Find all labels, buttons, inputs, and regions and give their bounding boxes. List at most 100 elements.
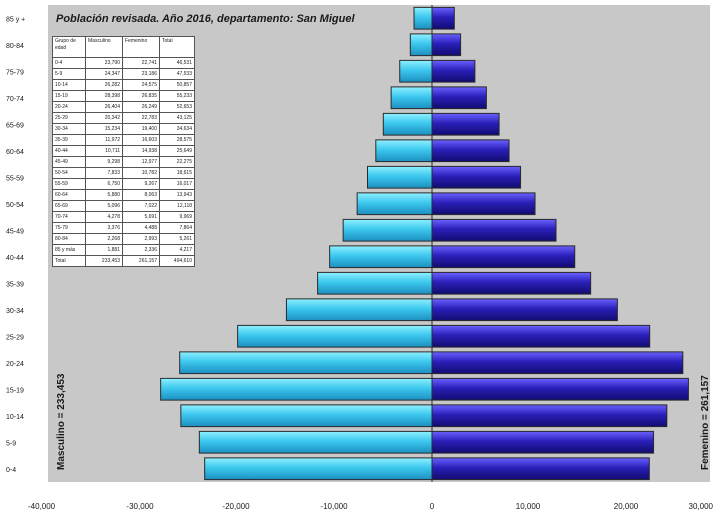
- table-cell: 25-29: [52, 112, 86, 124]
- age-group-label: 35-39: [6, 281, 24, 288]
- bar-male-65-69: [382, 112, 433, 136]
- table-cell: 7,833: [85, 167, 123, 179]
- bar-female-35-39: [431, 271, 592, 295]
- table-row: 20-24 26,404 26,249 52,653: [52, 101, 195, 113]
- chart-title: Población revisada. Año 2016, departamen…: [56, 13, 355, 25]
- table-cell: 40-44: [52, 145, 86, 157]
- table-row: 50-54 7,833 10,782 18,615: [52, 167, 195, 179]
- bar-female-30-34: [431, 298, 618, 322]
- table-cell: 80-84: [52, 233, 86, 245]
- table-cell: 23,186: [122, 68, 160, 80]
- table-cell: 55,233: [159, 90, 195, 102]
- bar-male-30-34: [285, 298, 433, 322]
- bar-female-70-74: [431, 86, 487, 110]
- table-cell: 9,969: [159, 211, 195, 223]
- bar-male-55-59: [367, 165, 433, 189]
- bar-male-20-24: [179, 351, 433, 375]
- table-cell: 16,017: [159, 178, 195, 190]
- series-label-female: Femenino = 261,157: [700, 375, 711, 470]
- age-group-label: 20-24: [6, 361, 24, 368]
- age-group-label: 0-4: [6, 467, 16, 474]
- table-row: 25-29 20,342 22,783 43,125: [52, 112, 195, 124]
- table-cell: 23,790: [85, 57, 123, 69]
- table-cell: 45-49: [52, 156, 86, 168]
- table-cell: 494,610: [159, 255, 195, 267]
- table-cell: 0-4: [52, 57, 86, 69]
- bar-female-55-59: [431, 165, 522, 189]
- table-cell: 15-19: [52, 90, 86, 102]
- bar-female-25-29: [431, 324, 651, 348]
- bar-male-25-29: [237, 324, 433, 348]
- table-cell: 24,347: [85, 68, 123, 80]
- table-cell: 4,217: [159, 244, 195, 256]
- table-row: 45-49 9,298 12,977 22,275: [52, 156, 195, 168]
- table-cell: 5,691: [122, 211, 160, 223]
- x-tick-label: 0: [430, 502, 435, 511]
- table-cell: 7,022: [122, 200, 160, 212]
- table-cell: 4,278: [85, 211, 123, 223]
- table-cell: 4,488: [122, 222, 160, 234]
- table-cell: 24,575: [122, 79, 160, 91]
- x-tick-label: 30,000: [689, 502, 713, 511]
- table-row: 30-34 15,234 19,400 34,634: [52, 123, 195, 135]
- table-cell: 43,125: [159, 112, 195, 124]
- table-cell: 10,711: [85, 145, 123, 157]
- x-tick-label: 20,000: [614, 502, 639, 511]
- table-cell: 65-69: [52, 200, 86, 212]
- table-cell: 12,977: [122, 156, 160, 168]
- table-row: 60-64 5,880 8,063 13,943: [52, 189, 195, 201]
- table-cell: 34,634: [159, 123, 195, 135]
- table-cell: 52,653: [159, 101, 195, 113]
- table-cell: 13,943: [159, 189, 195, 201]
- age-group-label: 60-64: [6, 149, 24, 156]
- table-cell: 22,783: [122, 112, 160, 124]
- bar-male-0-4: [204, 457, 433, 481]
- bar-female-75-79: [431, 59, 476, 83]
- table-cell: 50,857: [159, 79, 195, 91]
- x-tick-label: -40,000: [28, 502, 56, 511]
- table-row: 35-39 11,972 16,603 28,575: [52, 134, 195, 146]
- table-cell: 55-59: [52, 178, 86, 190]
- table-cell: 22,275: [159, 156, 195, 168]
- bar-male-35-39: [317, 271, 433, 295]
- table-cell: 7,864: [159, 222, 195, 234]
- table-cell: 50-54: [52, 167, 86, 179]
- table-row: 40-44 10,711 14,938 25,649: [52, 145, 195, 157]
- table-cell: 9,267: [122, 178, 160, 190]
- bar-female-20-24: [431, 351, 684, 375]
- age-group-label: 30-34: [6, 308, 24, 315]
- bar-male-60-64: [375, 139, 433, 163]
- bar-female-60-64: [431, 139, 510, 163]
- table-cell: 60-64: [52, 189, 86, 201]
- table-cell: 5,096: [85, 200, 123, 212]
- bars-layer: [160, 5, 689, 482]
- table-cell: 10-14: [52, 79, 86, 91]
- table-row: 55-59 6,750 9,267 16,017: [52, 178, 195, 190]
- table-cell: 15,234: [85, 123, 123, 135]
- table-cell: 28,398: [85, 90, 123, 102]
- table-row: 75-79 3,376 4,488 7,864: [52, 222, 195, 234]
- table-cell: 20,342: [85, 112, 123, 124]
- table-cell: 5-9: [52, 68, 86, 80]
- table-cell: 26,249: [122, 101, 160, 113]
- table-cell: 35-39: [52, 134, 86, 146]
- table-cell: 25,649: [159, 145, 195, 157]
- age-group-label: 50-54: [6, 202, 24, 209]
- x-tick-label: -30,000: [126, 502, 154, 511]
- bar-female-80-84: [431, 33, 462, 57]
- x-tick-label: -10,000: [320, 502, 348, 511]
- table-cell: 19,400: [122, 123, 160, 135]
- table-cell: 28,575: [159, 134, 195, 146]
- table-cell: 2,268: [85, 233, 123, 245]
- table-cell: 26,404: [85, 101, 123, 113]
- table-header-cell: Total: [159, 36, 195, 58]
- table-cell: 3,376: [85, 222, 123, 234]
- table-cell: 1,881: [85, 244, 123, 256]
- bar-male-70-74: [390, 86, 433, 110]
- table-cell: 11,972: [85, 134, 123, 146]
- age-group-label: 80-84: [6, 43, 24, 50]
- age-group-label: 75-79: [6, 69, 24, 76]
- x-tick-label: -20,000: [222, 502, 250, 511]
- bar-female-65-69: [431, 112, 500, 136]
- table-header-cell: Masculino: [85, 36, 123, 58]
